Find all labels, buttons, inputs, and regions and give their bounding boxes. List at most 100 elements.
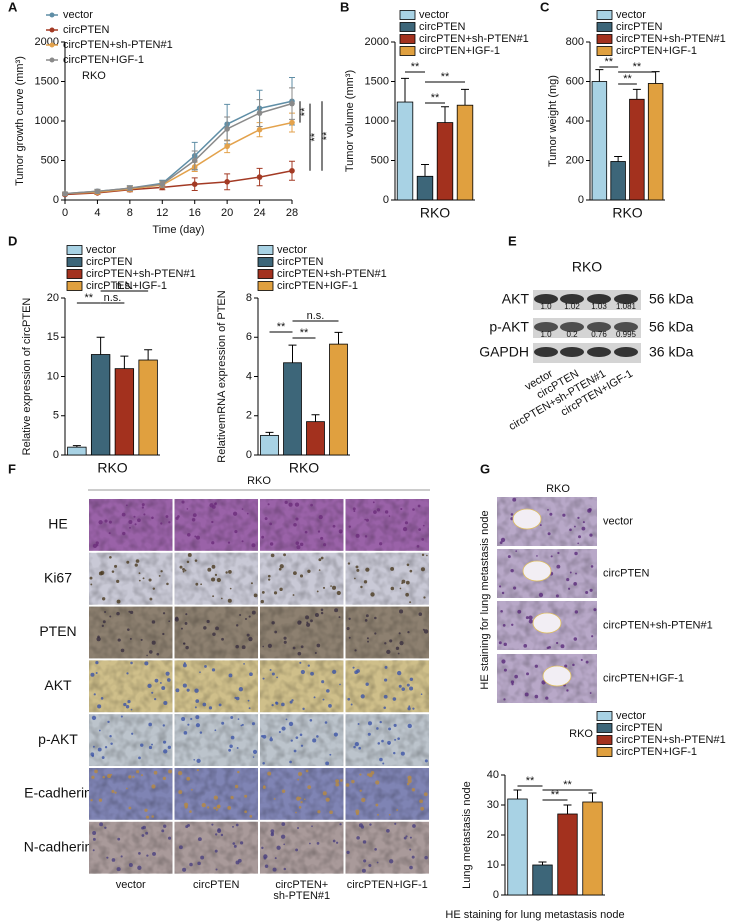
histology-image-cell: [267, 771, 272, 776]
significance-label: **: [633, 61, 642, 73]
panel-label: D: [8, 233, 17, 248]
histology-image-cell: [288, 721, 294, 727]
point: [256, 174, 263, 180]
series-line: [64, 121, 293, 195]
legend-label: circPTEN: [419, 21, 466, 33]
histology-image-texture: [174, 821, 258, 874]
histology-image-cell: [405, 592, 409, 597]
histology-image-cell: [281, 702, 285, 707]
histology-image-cell: [244, 617, 247, 620]
histology-image-cell: [298, 806, 302, 809]
histology-image-cell: [372, 501, 375, 504]
blot-quant: 0.995: [616, 330, 637, 339]
histology-image-cell: [421, 537, 425, 541]
histology-image-cell: [403, 836, 407, 840]
histology-image-cell: [110, 773, 113, 776]
error-bar: [588, 792, 597, 802]
y-tick-label: 2: [246, 410, 252, 422]
histology-image-cell: [192, 513, 197, 518]
histology-image-cell: [305, 615, 310, 620]
error-bar: [538, 861, 547, 865]
histology-image-cell: [292, 594, 295, 596]
histology-image-cell: [401, 687, 406, 691]
legend-swatch: [399, 22, 416, 32]
lung-image-cell: [538, 592, 544, 598]
lung-image-cell: [587, 508, 592, 513]
significance-label: **: [563, 779, 572, 791]
legend-marker: [49, 57, 55, 63]
histology-image-cell: [220, 833, 224, 837]
histology-image-cell: [328, 704, 332, 708]
histology-image-cell: [361, 797, 366, 803]
histology-image-cell: [351, 779, 355, 784]
histology-image-texture: [345, 768, 429, 820]
histology-image-cell: [309, 719, 313, 722]
series-line: [64, 102, 293, 195]
significance-label: **: [84, 292, 93, 304]
histology-image-cell: [361, 868, 366, 873]
histology-image-cell: [248, 615, 251, 618]
bar: [629, 98, 645, 201]
histology-image-cell: [234, 530, 238, 534]
legend-swatch: [596, 10, 613, 20]
histology-image-cell: [412, 508, 415, 511]
histology-image-cell: [104, 610, 107, 613]
histology-image-cell: [356, 836, 360, 840]
lung-image-cell: [556, 564, 561, 569]
histology-image-cell: [135, 559, 140, 563]
lung-image-cell: [510, 680, 515, 684]
histology-image-cell: [235, 823, 239, 827]
histology-image-cell: [241, 645, 246, 650]
histology-image-texture: [89, 606, 173, 659]
bar: [507, 798, 528, 896]
histology-image-cell: [148, 578, 152, 582]
blot-band: [587, 322, 611, 332]
histology-image-cell: [145, 815, 150, 819]
histology-image-cell: [357, 723, 360, 725]
histology-image-cell: [199, 671, 201, 674]
lung-row-label: circPTEN+IGF-1: [603, 672, 684, 684]
histology-image-cell: [321, 680, 325, 684]
lung-image-cell: [503, 698, 506, 701]
significance-label: n.s.: [116, 280, 134, 292]
histology-image-cell: [196, 758, 201, 764]
histology-image-cell: [382, 762, 385, 765]
histology-image-cell: [322, 791, 327, 796]
histology-image-cell: [189, 810, 192, 813]
lung-image-cell: [501, 591, 505, 595]
lung-row-label: circPTEN+sh-PTEN#1: [603, 619, 713, 631]
histology-image-cell: [152, 587, 156, 590]
histology-image-cell: [162, 776, 167, 781]
histology-image-cell: [334, 608, 339, 613]
lung-image-cell: [574, 551, 578, 556]
histology-image-cell: [229, 587, 232, 590]
histology-image-cell: [128, 863, 133, 868]
error-bar: [311, 414, 320, 422]
histology-image-cell: [151, 516, 154, 520]
histology-image-cell: [276, 845, 281, 850]
histology-image-cell: [379, 720, 382, 724]
legend-label: circPTEN: [63, 24, 110, 36]
histology-image-cell: [263, 856, 267, 860]
histology-image-cell: [320, 611, 324, 615]
histology-image-cell: [364, 535, 368, 538]
legend-label: circPTEN+sh-PTEN#1: [277, 268, 387, 280]
histology-image-cell: [395, 646, 400, 650]
histology-image-cell: [154, 678, 159, 683]
histology-image-cell: [125, 504, 128, 507]
histology-image-cell: [340, 779, 343, 782]
x-tick-label: 28: [286, 207, 298, 219]
histology-image-cell: [392, 697, 397, 701]
significance-label: n.s.: [307, 310, 325, 322]
lung-image-cell: [566, 577, 570, 582]
histology-image-texture: [345, 552, 429, 605]
error-bar: [421, 163, 429, 177]
histology-image-cell: [363, 859, 367, 863]
histology-image-cell: [128, 520, 133, 524]
histology-image-cell: [367, 721, 373, 726]
histology-image-texture: [174, 714, 258, 766]
blot-size: 36 kDa: [649, 344, 694, 360]
lung-y-label: HE staining for lung metastasis node: [479, 510, 491, 689]
lung-row-label: vector: [603, 515, 633, 527]
point: [159, 181, 166, 187]
